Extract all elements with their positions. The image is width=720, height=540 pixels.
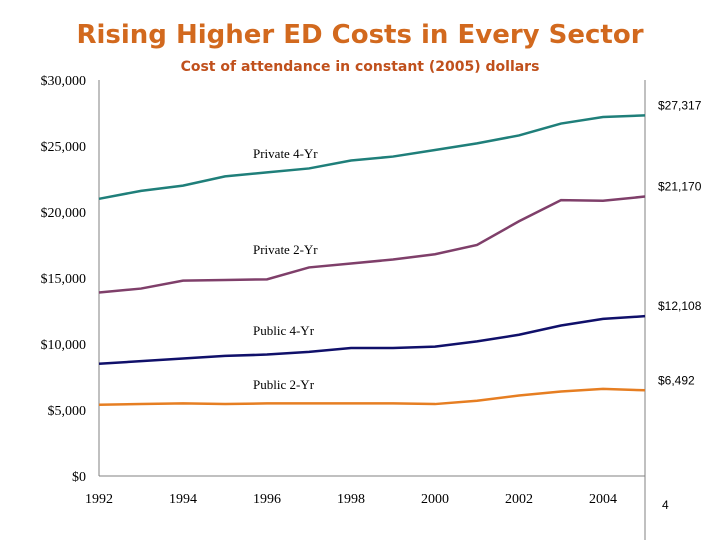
end-value-label: $12,108 — [658, 299, 702, 313]
end-value-label: $6,492 — [658, 373, 695, 387]
y-tick-label: $25,000 — [41, 140, 87, 155]
x-tick-label: 1992 — [85, 492, 113, 507]
end-value-label: $27,317 — [658, 98, 702, 112]
x-tick-label: 2000 — [421, 492, 449, 507]
y-tick-label: $20,000 — [41, 206, 87, 221]
chart-subtitle: Cost of attendance in constant (2005) do… — [180, 59, 540, 75]
series-label: Private 4-Yr — [253, 146, 318, 161]
series-line-public-4-yr — [98, 314, 646, 366]
x-tick-label: 1996 — [253, 492, 281, 507]
series-label: Public 2-Yr — [253, 377, 315, 392]
y-tick-label: $5,000 — [48, 404, 87, 419]
x-tick-label: 2002 — [505, 492, 533, 507]
series-line-public-2-yr — [98, 387, 646, 406]
series-line-private-4-yr — [98, 114, 646, 201]
slide-title: Rising Higher ED Costs in Every Sector — [76, 20, 644, 50]
y-tick-label: $0 — [72, 470, 86, 485]
series-label: Public 4-Yr — [253, 323, 315, 338]
x-tick-label: 1994 — [169, 492, 197, 507]
series-label: Private 2-Yr — [253, 242, 318, 257]
x-tick-label: 2004 — [589, 492, 617, 507]
series-line-private-2-yr — [98, 195, 646, 294]
y-tick-label: $10,000 — [41, 338, 87, 353]
page-number: 4 — [662, 498, 669, 512]
y-tick-label: $30,000 — [41, 74, 87, 89]
end-value-label: $21,170 — [658, 180, 702, 194]
y-tick-label: $15,000 — [41, 272, 87, 287]
x-tick-label: 1998 — [337, 492, 365, 507]
